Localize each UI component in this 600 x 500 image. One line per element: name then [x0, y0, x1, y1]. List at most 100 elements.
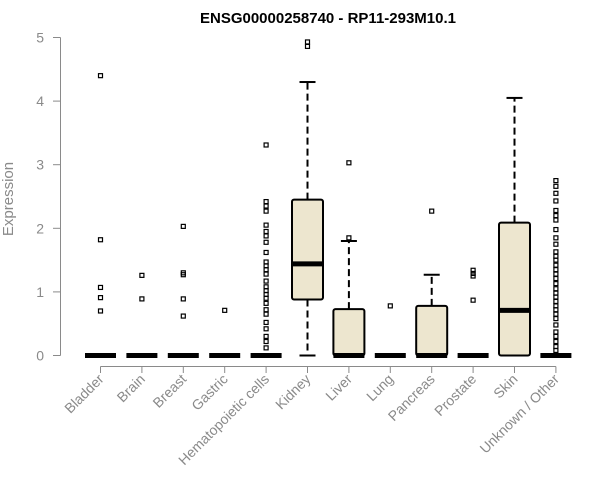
- box-body: [332, 308, 366, 357]
- boxes-group: [85, 39, 572, 358]
- x-tick-label: Liver: [322, 371, 355, 404]
- y-tick-label: 1: [36, 284, 44, 300]
- outlier-point: [263, 307, 269, 313]
- outlier-point: [553, 235, 559, 241]
- outlier-point: [139, 296, 145, 302]
- outlier-point: [553, 322, 559, 328]
- x-tick-label: Kidney: [272, 371, 314, 413]
- outlier-point: [97, 237, 104, 243]
- outlier-point: [470, 273, 476, 279]
- box-pancreas: [415, 208, 449, 358]
- outlier-point: [263, 338, 269, 345]
- box-prostate: [457, 267, 489, 358]
- box-body: [415, 304, 449, 357]
- outlier-point: [553, 271, 559, 277]
- outlier-point: [97, 295, 104, 301]
- box-body: [498, 221, 531, 357]
- box-kidney: [291, 39, 324, 357]
- outlier-point: [553, 241, 559, 247]
- outlier-point: [263, 311, 269, 317]
- outlier-point: [263, 319, 269, 326]
- box-hematopoietic-cells: [250, 142, 282, 358]
- outlier-point: [180, 296, 186, 302]
- outlier-point: [470, 297, 476, 303]
- outlier-point: [263, 249, 269, 256]
- outlier-point: [263, 203, 269, 209]
- outlier-point: [263, 345, 269, 351]
- outlier-point: [263, 142, 269, 148]
- chart-title: ENSG00000258740 - RP11-293M10.1: [200, 10, 456, 27]
- outlier-point: [553, 281, 559, 287]
- outlier-point: [180, 223, 186, 229]
- outlier-point: [263, 295, 269, 301]
- x-tick-label: Bladder: [61, 371, 107, 417]
- outlier-point: [553, 249, 559, 255]
- outlier-point: [263, 228, 269, 235]
- outlier-point: [553, 311, 559, 317]
- x-tick-label: Brain: [114, 371, 148, 405]
- outlier-point: [263, 208, 269, 214]
- box-breast: [167, 223, 199, 358]
- box-gastric: [209, 307, 241, 358]
- x-tick-label: Skin: [490, 371, 521, 402]
- outlier-point: [263, 271, 269, 277]
- y-tick-label: 2: [36, 220, 44, 236]
- x-tick-label: Unknown / Other: [476, 371, 562, 457]
- outlier-point: [263, 198, 269, 205]
- outlier-point: [553, 338, 559, 345]
- outlier-point: [429, 208, 435, 214]
- y-tick-label: 0: [36, 348, 44, 364]
- outlier-point: [553, 257, 559, 263]
- outlier-point: [553, 316, 559, 322]
- outlier-point: [553, 217, 559, 223]
- outlier-point: [263, 278, 269, 284]
- outlier-point: [263, 233, 269, 239]
- y-tick-label: 5: [36, 30, 44, 46]
- outlier-point: [470, 267, 476, 273]
- outlier-point: [553, 190, 559, 196]
- outlier-point: [553, 298, 559, 305]
- outlier-point: [387, 303, 393, 309]
- outlier-point: [553, 275, 559, 282]
- outlier-point: [553, 226, 559, 233]
- outlier-point: [304, 39, 311, 45]
- box-liver: [332, 160, 366, 358]
- outlier-point: [553, 286, 559, 292]
- outlier-point: [553, 333, 559, 340]
- outlier-point: [346, 235, 352, 241]
- outlier-point: [263, 333, 269, 340]
- outlier-point: [553, 207, 559, 214]
- outlier-point: [180, 313, 186, 319]
- outlier-point: [97, 308, 104, 314]
- outlier-point: [346, 160, 352, 166]
- outlier-point: [222, 307, 228, 313]
- outlier-point: [553, 212, 559, 219]
- outlier-point: [553, 267, 559, 273]
- outlier-point: [553, 183, 559, 189]
- x-tick-label: Lung: [363, 371, 396, 404]
- outlier-point: [97, 73, 104, 79]
- x-tick-label: Breast: [149, 371, 189, 411]
- outlier-point: [139, 272, 145, 278]
- box-lung: [374, 303, 406, 358]
- y-tick-label: 4: [36, 93, 44, 109]
- y-axis-label: Expression: [0, 162, 17, 236]
- box-skin: [498, 96, 531, 357]
- outlier-point: [553, 347, 559, 354]
- outlier-point: [263, 300, 269, 306]
- box-brain: [126, 272, 158, 358]
- outlier-point: [263, 239, 269, 245]
- box-unknown-other: [540, 178, 572, 358]
- outlier-point: [263, 222, 269, 228]
- outlier-point: [304, 43, 311, 50]
- outlier-point: [263, 326, 269, 332]
- outlier-point: [97, 284, 104, 291]
- y-axis: 0 1 2 3 4 5: [36, 30, 61, 364]
- box-bladder: [85, 73, 116, 358]
- y-tick-label: 3: [36, 157, 44, 173]
- x-tick-label: Prostate: [431, 371, 479, 419]
- outlier-point: [553, 262, 559, 268]
- outlier-point: [553, 178, 559, 184]
